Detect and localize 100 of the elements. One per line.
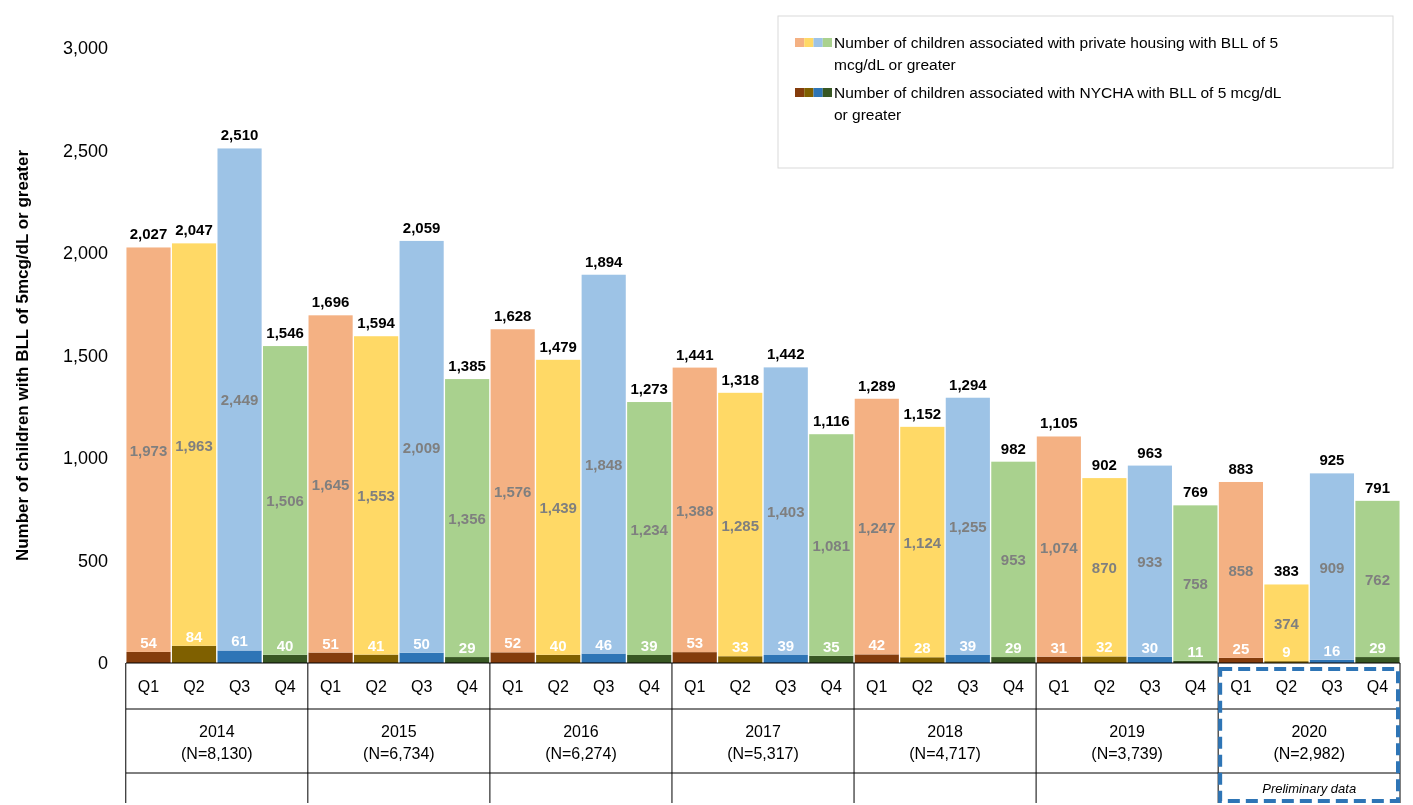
data-label: 1,081 [812, 537, 851, 555]
data-label: 39 [640, 637, 658, 655]
data-label: 1,234 [630, 520, 669, 538]
data-label: 1,576 [493, 482, 532, 500]
x-tick-label: Q2 [183, 678, 205, 695]
data-label: 1,553 [357, 487, 395, 505]
data-label: 29 [1369, 639, 1386, 657]
y-tick-label: 2,500 [62, 140, 108, 161]
x-tick-label: Q2 [911, 678, 934, 695]
data-label: 46 [595, 635, 613, 653]
total-label: 1,696 [311, 293, 350, 311]
data-label: 1,356 [448, 510, 486, 528]
text: 2015 (N=6,734) [363, 723, 435, 762]
x-tick-label: Q4 [1366, 678, 1389, 695]
text: 2017 (N=5,317) [727, 723, 799, 762]
x-tick-label: Q4 [274, 678, 296, 695]
total-label: 383 [1273, 562, 1299, 580]
total-label: 1,479 [539, 337, 577, 355]
data-label: 25 [1232, 639, 1250, 657]
x-tick-label: Q2 [729, 678, 752, 695]
total-label: 1,273 [630, 380, 668, 398]
total-label: 2,510 [220, 126, 259, 144]
data-label: 41 [367, 636, 385, 654]
data-label: 909 [1319, 558, 1345, 576]
data-label: 39 [959, 637, 977, 655]
x-tick-label: Q2 [1275, 678, 1298, 695]
data-label: 1,074 [1040, 538, 1079, 556]
y-tick-label: 2,000 [62, 243, 108, 263]
data-label: 953 [1000, 551, 1026, 569]
data-label: 11 [1187, 642, 1204, 660]
data-label: 1,285 [721, 516, 760, 534]
x-tick-label: Q3 [593, 678, 615, 695]
total-label: 883 [1228, 459, 1254, 477]
data-label: 54 [140, 633, 158, 651]
data-label: 1,973 [129, 441, 168, 459]
total-label: 963 [1137, 443, 1163, 461]
data-label: 40 [276, 636, 294, 654]
x-tick-label: Q3 [228, 678, 251, 695]
x-tick-label: Q1 [137, 678, 160, 695]
x-tick-label: Q4 [456, 678, 478, 695]
data-label: 16 [1323, 641, 1341, 659]
x-tick-label: Q1 [1048, 678, 1070, 695]
data-label: 32 [1096, 638, 1113, 656]
total-label: 1,116 [812, 412, 850, 430]
text: 2020 (N=2,982) [1273, 723, 1345, 762]
y-tick-label: 3,000 [62, 38, 108, 58]
data-label: 1,645 [311, 475, 350, 493]
total-label: 1,546 [266, 324, 304, 342]
data-label: 51 [322, 634, 339, 652]
x-tick-label: Q3 [410, 678, 433, 695]
y-tick-label: 1,000 [62, 448, 108, 468]
total-label: 1,594 [357, 314, 396, 332]
data-label: 52 [504, 634, 521, 652]
data-label: 53 [686, 634, 704, 652]
data-label: 858 [1228, 561, 1254, 579]
total-label: 925 [1319, 451, 1345, 469]
data-label: 1,439 [539, 499, 577, 517]
data-label: 1,388 [675, 501, 714, 519]
x-tick-label: Q1 [319, 678, 342, 695]
data-label: 2,449 [220, 391, 259, 409]
data-label: 1,247 [858, 518, 896, 536]
data-label: 374 [1273, 614, 1300, 632]
data-label: 35 [822, 637, 840, 655]
x-tick-label: Q3 [775, 678, 797, 695]
total-label: 1,318 [721, 370, 760, 388]
data-label: 933 [1137, 553, 1163, 571]
data-label: 758 [1182, 575, 1208, 593]
x-tick-label: Q1 [501, 678, 524, 695]
data-label: 84 [185, 627, 204, 645]
x-tick-label: Q4 [1184, 678, 1207, 695]
legend-label: Number of children associated with NYCHA with BLL of 5 mcg/dL or greater [834, 84, 1282, 123]
x-tick-label: Q2 [547, 678, 569, 695]
data-label: 40 [549, 636, 567, 654]
text: 2018 (N=4,717) [909, 723, 981, 762]
data-label: 30 [1141, 638, 1159, 656]
total-label: 1,442 [766, 345, 805, 363]
total-label: 1,894 [584, 252, 624, 270]
data-label: 2,009 [402, 438, 441, 456]
total-label: 902 [1091, 456, 1117, 474]
y-tick-label: 500 [77, 550, 108, 571]
x-tick-label: Q3 [1139, 678, 1161, 695]
x-tick-label: Q4 [1002, 678, 1025, 695]
data-label: 1,848 [584, 456, 623, 474]
data-label: 39 [777, 637, 795, 655]
data-label: 33 [731, 638, 749, 656]
y-tick-label: 0 [97, 653, 108, 673]
data-label: 762 [1364, 570, 1390, 588]
data-label: 1,124 [903, 534, 942, 552]
total-label: 1,628 [493, 307, 532, 325]
total-label: 1,441 [675, 345, 714, 363]
total-label: 791 [1364, 478, 1390, 496]
total-label: 1,105 [1040, 414, 1078, 432]
x-tick-label: Q2 [365, 678, 387, 695]
data-label: 61 [231, 632, 248, 650]
x-tick-label: Q1 [866, 678, 888, 695]
total-label: 2,059 [402, 218, 441, 236]
x-tick-label: Q1 [684, 678, 706, 695]
data-label: 9 [1282, 643, 1291, 661]
data-label: 1,403 [766, 503, 805, 521]
y-axis-title: Number of children with BLL of 5mcg/dL or greater [13, 149, 32, 562]
